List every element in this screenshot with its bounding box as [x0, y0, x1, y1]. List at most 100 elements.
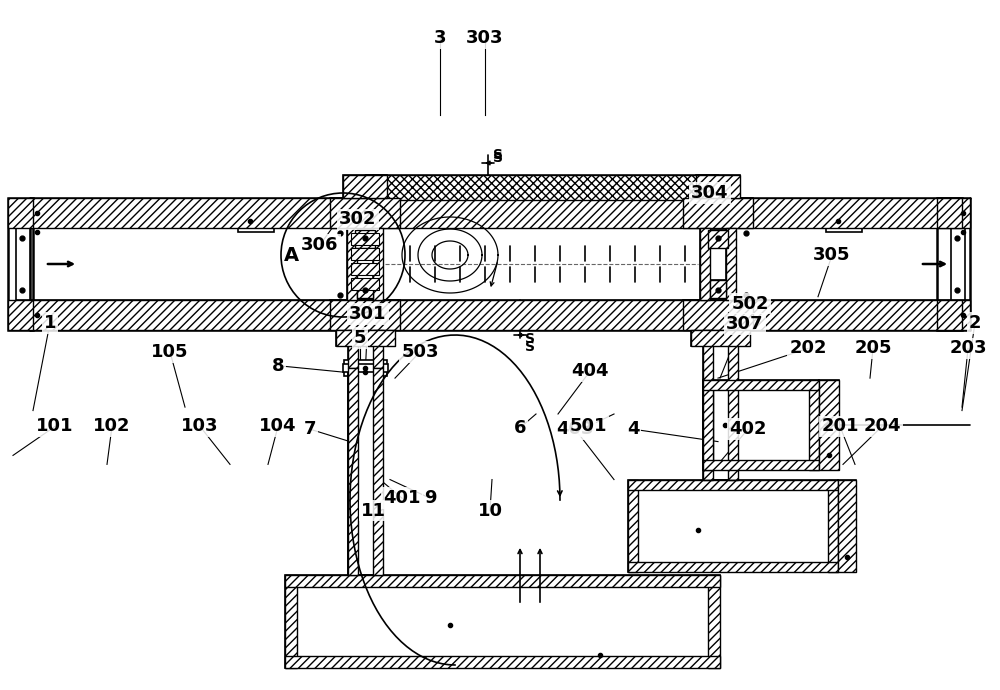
- Bar: [708, 230, 728, 248]
- Text: 202: 202: [789, 339, 827, 357]
- Bar: [628, 480, 838, 572]
- Text: 5: 5: [354, 329, 366, 347]
- Bar: [330, 300, 400, 330]
- Bar: [343, 175, 387, 198]
- Text: 2: 2: [969, 314, 981, 332]
- Text: 305: 305: [813, 246, 851, 264]
- Bar: [826, 210, 862, 232]
- Bar: [809, 380, 819, 470]
- Bar: [937, 198, 962, 330]
- Bar: [691, 330, 750, 346]
- Bar: [828, 480, 838, 572]
- Text: 403: 403: [556, 420, 594, 438]
- Text: 307: 307: [726, 315, 764, 333]
- Text: S: S: [525, 332, 535, 346]
- Text: 105: 105: [151, 343, 189, 361]
- Text: 306: 306: [301, 236, 339, 254]
- Text: 204: 204: [863, 417, 901, 435]
- Bar: [365, 175, 718, 200]
- Bar: [628, 480, 638, 572]
- Bar: [16, 228, 30, 300]
- Text: 501: 501: [569, 417, 607, 435]
- Text: 201: 201: [821, 417, 859, 435]
- Text: 10: 10: [478, 502, 503, 520]
- Bar: [351, 233, 379, 245]
- Text: 302: 302: [339, 210, 377, 228]
- Text: 11: 11: [361, 502, 386, 520]
- Bar: [696, 175, 740, 198]
- Bar: [373, 228, 383, 300]
- Text: S: S: [493, 151, 503, 165]
- Bar: [700, 228, 710, 300]
- Bar: [703, 380, 819, 390]
- Bar: [343, 175, 387, 198]
- Text: 102: 102: [93, 417, 131, 435]
- Text: A: A: [283, 246, 299, 264]
- Bar: [700, 228, 710, 300]
- Bar: [8, 300, 33, 330]
- Bar: [351, 263, 379, 275]
- Bar: [819, 380, 839, 470]
- Text: 301: 301: [349, 305, 387, 323]
- Bar: [703, 380, 713, 470]
- Bar: [838, 480, 856, 572]
- Bar: [691, 330, 750, 346]
- Text: 7: 7: [304, 420, 316, 438]
- Bar: [703, 330, 738, 480]
- Text: 404: 404: [571, 362, 609, 380]
- Bar: [30, 300, 970, 330]
- Bar: [696, 175, 740, 198]
- Text: 205: 205: [854, 339, 892, 357]
- Bar: [348, 368, 358, 575]
- Bar: [703, 380, 819, 470]
- Bar: [348, 330, 358, 368]
- Bar: [285, 575, 720, 587]
- Bar: [8, 198, 33, 330]
- Text: 3: 3: [434, 29, 446, 47]
- Bar: [330, 198, 400, 228]
- Bar: [373, 368, 383, 575]
- Bar: [708, 575, 720, 668]
- Text: 402: 402: [729, 420, 767, 438]
- Text: 104: 104: [259, 417, 297, 435]
- Bar: [336, 330, 395, 346]
- Bar: [344, 360, 387, 376]
- Text: 8: 8: [272, 357, 284, 375]
- Text: 6: 6: [514, 419, 526, 437]
- Bar: [348, 330, 383, 368]
- Bar: [726, 228, 736, 300]
- Bar: [628, 562, 838, 572]
- Text: 4: 4: [627, 420, 639, 438]
- Bar: [683, 198, 753, 228]
- Bar: [30, 198, 970, 228]
- Bar: [937, 300, 962, 330]
- Bar: [373, 330, 383, 368]
- Bar: [348, 368, 383, 575]
- Text: 1: 1: [44, 314, 56, 332]
- Text: 101: 101: [36, 417, 74, 435]
- Bar: [728, 330, 738, 480]
- Bar: [347, 228, 357, 300]
- Text: 103: 103: [181, 417, 219, 435]
- Bar: [951, 228, 965, 300]
- Bar: [343, 364, 388, 372]
- Bar: [683, 300, 753, 330]
- Bar: [357, 280, 373, 298]
- Bar: [373, 228, 383, 300]
- Bar: [703, 460, 819, 470]
- Text: 401: 401: [383, 489, 421, 507]
- Bar: [357, 280, 373, 298]
- Bar: [726, 228, 736, 300]
- Bar: [838, 480, 856, 572]
- Bar: [683, 300, 753, 330]
- Bar: [348, 368, 383, 575]
- Bar: [355, 230, 375, 248]
- Bar: [710, 280, 726, 298]
- Bar: [285, 575, 297, 668]
- Bar: [683, 198, 753, 228]
- Text: 303: 303: [466, 29, 504, 47]
- Bar: [347, 228, 357, 300]
- Bar: [937, 198, 962, 228]
- Text: 502: 502: [731, 295, 769, 313]
- Bar: [708, 230, 728, 248]
